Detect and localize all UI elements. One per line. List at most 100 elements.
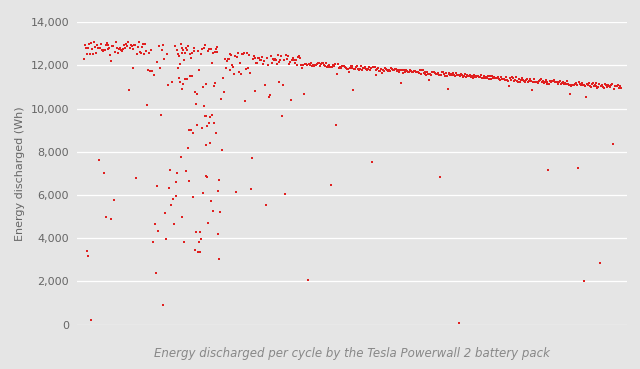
Point	[138, 41, 148, 47]
Point	[340, 64, 350, 70]
Point	[335, 64, 345, 70]
Point	[239, 51, 249, 56]
Point	[202, 113, 212, 119]
Point	[177, 49, 188, 55]
Point	[358, 65, 368, 71]
Point	[134, 39, 145, 45]
Point	[419, 72, 429, 77]
Point	[413, 69, 423, 75]
Point	[241, 66, 251, 72]
Point	[213, 188, 223, 194]
Point	[252, 60, 262, 66]
Point	[158, 302, 168, 308]
Point	[540, 79, 550, 85]
Point	[234, 69, 244, 75]
Point	[246, 186, 256, 192]
Point	[438, 71, 449, 77]
Point	[132, 51, 143, 57]
Point	[459, 73, 469, 79]
Point	[175, 41, 186, 47]
Point	[557, 79, 568, 85]
Point	[83, 45, 93, 51]
Point	[164, 184, 174, 190]
Point	[417, 68, 428, 73]
Point	[135, 49, 145, 55]
Point	[204, 46, 214, 52]
Point	[194, 67, 204, 73]
Point	[268, 56, 278, 62]
Point	[440, 73, 450, 79]
Point	[213, 231, 223, 237]
Point	[384, 67, 394, 73]
Point	[94, 158, 104, 163]
Point	[193, 249, 203, 255]
Point	[99, 47, 109, 53]
Point	[446, 70, 456, 76]
Point	[129, 46, 139, 52]
Point	[438, 69, 448, 75]
Point	[187, 50, 197, 56]
Point	[426, 72, 436, 78]
Point	[104, 46, 114, 52]
Point	[193, 48, 203, 54]
Point	[173, 65, 183, 70]
Point	[579, 279, 589, 284]
Point	[323, 63, 333, 69]
Point	[450, 73, 460, 79]
Point	[302, 62, 312, 68]
Point	[312, 61, 322, 66]
Point	[156, 65, 166, 71]
Point	[536, 76, 546, 82]
Point	[432, 71, 442, 77]
Point	[120, 45, 130, 51]
Point	[369, 64, 379, 70]
Point	[463, 73, 474, 79]
Point	[148, 72, 159, 77]
Point	[90, 45, 100, 51]
Point	[419, 70, 429, 76]
Point	[298, 62, 308, 68]
Point	[601, 82, 611, 87]
Point	[586, 81, 596, 87]
Point	[131, 175, 141, 181]
Point	[598, 84, 608, 90]
Point	[277, 113, 287, 119]
Point	[609, 86, 619, 92]
Point	[534, 77, 544, 83]
Point	[365, 67, 375, 73]
Point	[326, 182, 337, 188]
Point	[602, 84, 612, 90]
Point	[607, 141, 618, 146]
Point	[502, 77, 512, 83]
Point	[457, 72, 467, 78]
Point	[544, 81, 554, 87]
Text: Energy discharged per cycle by the Tesla Powerwall 2 battery pack: Energy discharged per cycle by the Tesla…	[154, 347, 550, 360]
Point	[117, 48, 127, 54]
Point	[555, 78, 565, 84]
Point	[428, 69, 438, 75]
Point	[361, 66, 371, 72]
Point	[559, 81, 569, 87]
Point	[210, 49, 220, 55]
Point	[577, 80, 587, 86]
Point	[255, 57, 266, 63]
Point	[330, 61, 340, 67]
Y-axis label: Energy discharged (Wh): Energy discharged (Wh)	[15, 106, 25, 241]
Point	[567, 82, 577, 88]
Point	[415, 68, 425, 73]
Point	[467, 75, 477, 81]
Point	[173, 51, 183, 57]
Point	[154, 43, 164, 49]
Point	[179, 239, 189, 245]
Point	[444, 71, 454, 77]
Point	[352, 63, 362, 69]
Point	[340, 65, 351, 70]
Point	[401, 67, 412, 73]
Point	[454, 320, 464, 326]
Point	[571, 80, 581, 86]
Point	[182, 76, 193, 82]
Point	[284, 61, 294, 67]
Point	[148, 239, 158, 245]
Point	[276, 53, 287, 59]
Point	[83, 253, 93, 259]
